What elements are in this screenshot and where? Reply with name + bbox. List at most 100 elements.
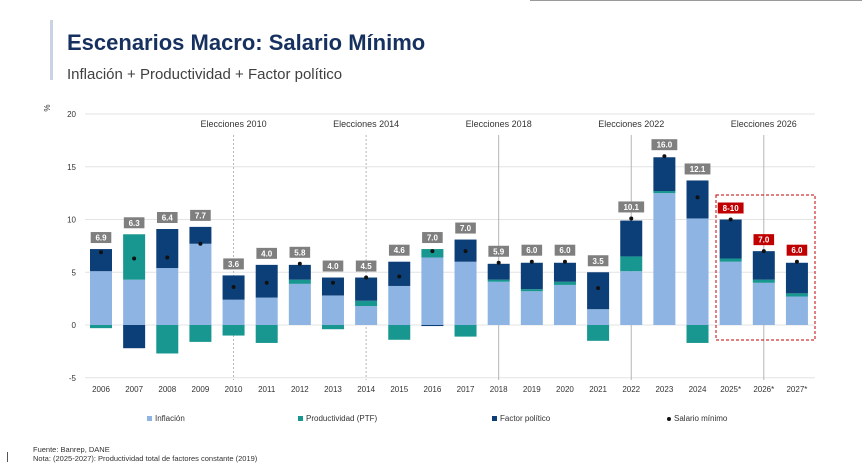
footer-note: Nota: (2025-2027): Productividad total d… xyxy=(33,454,258,463)
data-label-box xyxy=(256,247,277,259)
bar-segment-politico xyxy=(487,263,510,280)
election-annotation: Elecciones 2026 xyxy=(731,119,797,129)
salario-point xyxy=(330,280,335,285)
y-tick-label: 5 xyxy=(72,268,77,277)
bar-segment-productividad xyxy=(454,325,477,337)
data-label-box xyxy=(422,232,443,244)
salario-point xyxy=(264,280,269,285)
salario-point xyxy=(562,259,567,264)
x-tick-label: 2012 xyxy=(291,385,309,394)
data-label-box xyxy=(388,244,410,256)
data-label: 3.5 xyxy=(593,257,605,266)
bar-segment-productividad xyxy=(785,293,808,297)
y-tick-label: 15 xyxy=(67,163,76,172)
salario-point xyxy=(529,259,534,264)
bar-segment-inflacion xyxy=(620,271,643,325)
x-tick-label: 2022 xyxy=(622,385,640,394)
data-label-box xyxy=(123,217,145,229)
bar-segment-politico xyxy=(90,249,112,272)
bar-segment-inflacion xyxy=(255,297,278,325)
legend-dot-icon xyxy=(667,416,671,421)
bar-segment-productividad xyxy=(255,325,278,343)
bar-segment-politico xyxy=(719,219,742,259)
x-tick-label: 2007 xyxy=(125,385,143,394)
x-tick-label: 2019 xyxy=(523,385,541,394)
election-annotation: Elecciones 2014 xyxy=(333,119,399,129)
bar-segment-inflacion xyxy=(719,261,742,325)
bar-segment-productividad xyxy=(388,325,411,340)
y-tick-label: 10 xyxy=(67,216,76,225)
data-label-box xyxy=(587,255,609,267)
data-label-box xyxy=(786,244,808,256)
salario-point xyxy=(231,285,236,290)
legend-item-salario: Salario mínimo xyxy=(667,414,727,423)
x-tick-label: 2027* xyxy=(786,385,807,394)
salario-point xyxy=(364,275,369,280)
bar-segment-productividad xyxy=(156,325,179,354)
left-marker xyxy=(7,452,8,462)
bar-segment-productividad xyxy=(653,191,676,194)
footer-source: Fuente: Banrep, DANE xyxy=(33,445,110,454)
bar-segment-inflacion xyxy=(487,281,510,325)
data-label-box xyxy=(684,163,711,175)
bar-segment-politico xyxy=(421,325,444,327)
salario-point xyxy=(596,286,601,291)
x-tick-label: 2018 xyxy=(490,385,508,394)
bar-segment-inflacion xyxy=(587,309,610,325)
legend-label: Factor político xyxy=(500,414,551,423)
salario-point xyxy=(297,261,302,266)
y-tick-label: -5 xyxy=(69,374,77,383)
bar-segment-inflacion xyxy=(785,296,808,325)
bar-segment-politico xyxy=(123,325,146,349)
data-label-box xyxy=(753,234,775,246)
legend-item-inflacion: Inflación xyxy=(147,414,185,423)
data-label-box xyxy=(554,244,576,256)
x-tick-label: 2006 xyxy=(92,385,110,394)
x-tick-label: 2015 xyxy=(390,385,408,394)
top-divider xyxy=(530,0,862,1)
data-label-box xyxy=(223,258,244,270)
data-label: 6.0 xyxy=(526,246,538,255)
data-label: 6.0 xyxy=(559,246,571,255)
bar-segment-politico xyxy=(553,262,576,282)
data-label: 6.0 xyxy=(791,246,803,255)
bar-segment-politico xyxy=(321,277,344,296)
bar-segment-productividad xyxy=(487,279,510,282)
bar-segment-productividad xyxy=(321,325,344,330)
x-tick-label: 2016 xyxy=(424,385,442,394)
data-label-box xyxy=(717,202,744,214)
data-label: 3.6 xyxy=(228,260,240,269)
bar-segment-politico xyxy=(355,277,378,301)
bar-segment-politico xyxy=(587,272,610,310)
bar-segment-politico xyxy=(288,264,311,280)
data-label: 6.4 xyxy=(162,213,174,222)
forecast-box xyxy=(715,194,816,341)
bar-segment-productividad xyxy=(719,258,742,262)
bar-segment-inflacion xyxy=(553,284,576,325)
bar-segment-inflacion xyxy=(90,271,112,325)
bar-segment-inflacion xyxy=(454,261,477,325)
x-tick-label: 2020 xyxy=(556,385,574,394)
salario-point xyxy=(165,255,170,260)
bar-segment-inflacion xyxy=(388,285,411,325)
data-label: 7.0 xyxy=(758,236,770,245)
bar-segment-inflacion xyxy=(321,295,344,325)
data-label-box xyxy=(521,244,543,256)
x-tick-label: 2013 xyxy=(324,385,342,394)
bar-segment-productividad xyxy=(587,325,610,341)
data-label: 5.9 xyxy=(493,247,505,256)
bar-segment-inflacion xyxy=(189,243,212,325)
salario-point xyxy=(198,241,203,246)
x-tick-label: 2017 xyxy=(457,385,475,394)
election-annotation: Elecciones 2018 xyxy=(466,119,532,129)
salario-point xyxy=(794,259,799,264)
salario-point xyxy=(397,274,402,279)
data-label: 4.0 xyxy=(327,262,339,271)
x-tick-label: 2023 xyxy=(655,385,673,394)
data-label: 4.5 xyxy=(361,262,373,271)
data-label: 6.3 xyxy=(129,219,141,228)
data-label: 7.0 xyxy=(460,224,472,233)
data-label-box xyxy=(488,245,509,257)
data-label-box xyxy=(90,232,112,244)
title-accent-bar xyxy=(50,20,53,80)
